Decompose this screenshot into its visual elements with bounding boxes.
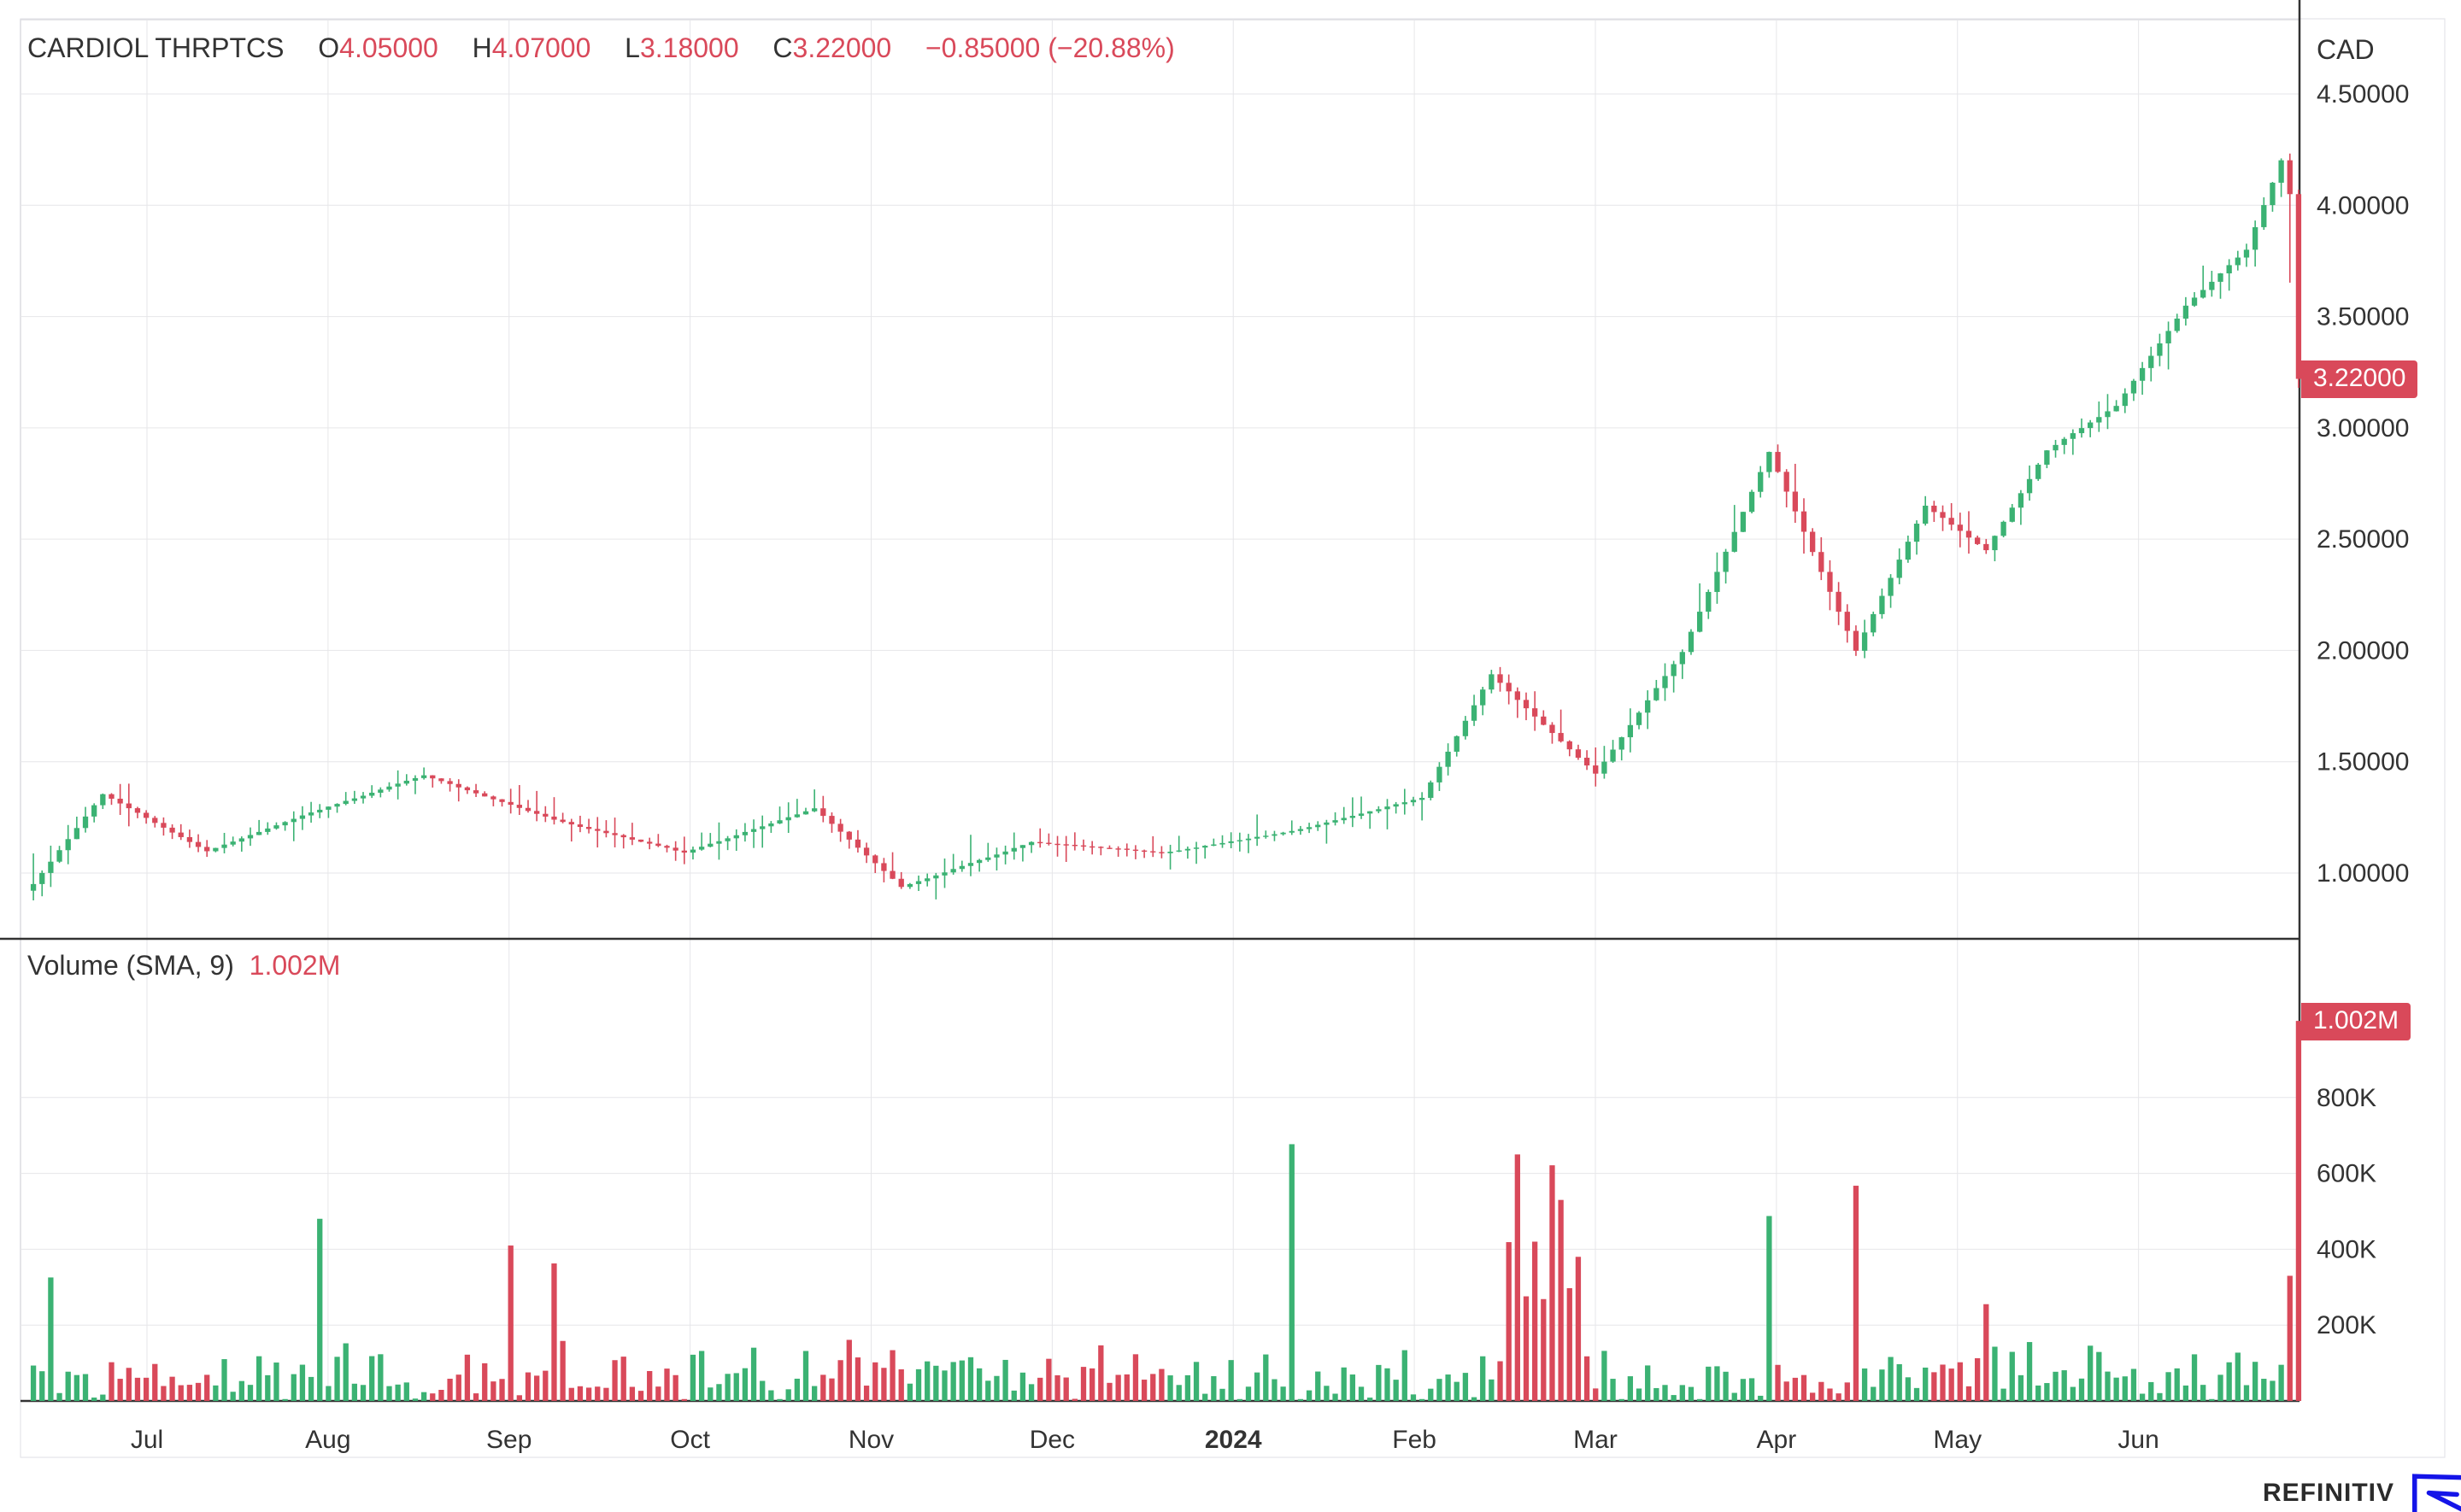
svg-text:1.50000: 1.50000 <box>2317 748 2409 777</box>
svg-text:Feb: Feb <box>1392 1426 1436 1454</box>
svg-text:200K: 200K <box>2317 1311 2376 1339</box>
svg-text:400K: 400K <box>2317 1235 2376 1263</box>
svg-text:2.50000: 2.50000 <box>2317 525 2409 554</box>
svg-text:Aug: Aug <box>305 1426 350 1454</box>
svg-text:4.00000: 4.00000 <box>2317 191 2409 220</box>
svg-text:Jun: Jun <box>2117 1426 2159 1454</box>
svg-text:Oct: Oct <box>670 1426 710 1454</box>
svg-text:4.50000: 4.50000 <box>2317 80 2409 108</box>
svg-text:Apr: Apr <box>1757 1426 1797 1454</box>
svg-text:May: May <box>1933 1426 1982 1454</box>
svg-text:Jul: Jul <box>131 1426 163 1454</box>
svg-text:2.00000: 2.00000 <box>2317 636 2409 665</box>
svg-text:1.00000: 1.00000 <box>2317 859 2409 888</box>
svg-text:3.50000: 3.50000 <box>2317 303 2409 331</box>
svg-text:2024: 2024 <box>1205 1426 1262 1454</box>
svg-text:Sep: Sep <box>486 1426 532 1454</box>
svg-text:Nov: Nov <box>849 1426 894 1454</box>
svg-text:3.00000: 3.00000 <box>2317 414 2409 442</box>
svg-text:Dec: Dec <box>1030 1426 1075 1454</box>
svg-text:Mar: Mar <box>1573 1426 1618 1454</box>
svg-text:800K: 800K <box>2317 1084 2376 1112</box>
svg-text:600K: 600K <box>2317 1160 2376 1188</box>
